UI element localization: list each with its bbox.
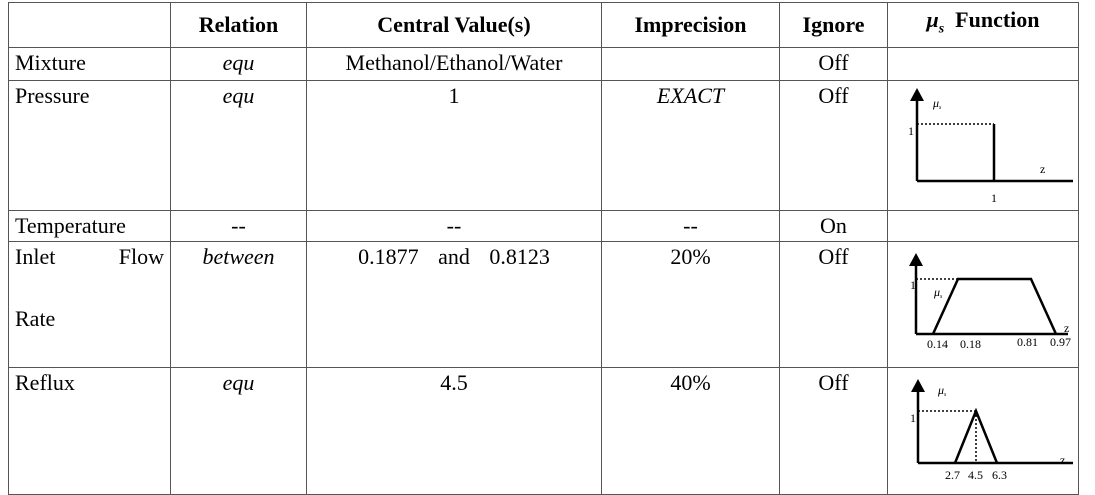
row: Inlet Flow Rate between 0.1877 and 0.8123… xyxy=(8,241,1079,368)
cell: Temperature xyxy=(8,210,171,242)
row: Mixture equ Methanol/Ethanol/Water Off xyxy=(8,47,1079,81)
header-cell: μs Function xyxy=(887,2,1079,48)
cell: equ xyxy=(170,47,307,81)
plot-label: μs xyxy=(932,96,942,111)
plot-label: μs xyxy=(933,285,943,300)
spec-table: Relation Central Value(s) Imprecision Ig… xyxy=(8,2,1079,495)
plot-label: 0.81 xyxy=(1017,335,1038,349)
plot-label: 1 xyxy=(910,411,916,425)
header-row: Relation Central Value(s) Imprecision Ig… xyxy=(8,2,1079,48)
plot-label: 1 xyxy=(910,278,916,292)
cell: Inlet Flow Rate xyxy=(8,241,171,368)
cell: Off xyxy=(779,241,888,368)
cell: 1 xyxy=(306,80,602,211)
plot-label: 4.5 xyxy=(968,468,983,482)
cell: Mixture xyxy=(8,47,171,81)
cell: -- xyxy=(601,210,780,242)
plot-label: 1 xyxy=(991,191,997,205)
cell: -- xyxy=(170,210,307,242)
cell: Reflux xyxy=(8,367,171,495)
plot-label: μ xyxy=(937,383,944,397)
membership-line xyxy=(953,407,999,464)
cell: 4.5 xyxy=(306,367,602,495)
plot-label: z xyxy=(1060,453,1065,467)
plot-label: 6.3 xyxy=(992,468,1007,482)
cell-line: Inlet Flow xyxy=(15,244,164,269)
mu-subscript: s xyxy=(938,21,945,37)
cell: Pressure xyxy=(8,80,171,211)
cell xyxy=(887,47,1079,81)
cell: 40% xyxy=(601,367,780,495)
header-cell: Imprecision xyxy=(601,2,780,48)
row: Pressure equ 1 EXACT Off μs 1 z 1 xyxy=(8,80,1079,211)
cell: 20% xyxy=(601,241,780,368)
plot-label: z xyxy=(1040,162,1045,176)
membership-line xyxy=(931,277,1058,335)
membership-plot: 1 μs z 0.14 0.18 0.81 0.97 xyxy=(909,253,1071,351)
plot-label: s xyxy=(944,392,947,398)
cell: between xyxy=(170,241,307,368)
cell: Methanol/Ethanol/Water xyxy=(306,47,602,81)
plot-label: μ xyxy=(932,96,939,110)
arrow xyxy=(911,379,925,392)
arrow xyxy=(909,253,923,266)
plot-label: 0.97 xyxy=(1050,335,1071,349)
mu-symbol: μ xyxy=(926,7,939,33)
cell: Off xyxy=(779,80,888,211)
cell: equ xyxy=(170,367,307,495)
plot-label: 0.18 xyxy=(960,337,981,351)
plot-label: s xyxy=(940,294,943,300)
header-cell xyxy=(8,2,171,48)
cell: equ xyxy=(170,80,307,211)
cell xyxy=(601,47,780,81)
cell: Off xyxy=(779,367,888,495)
plot-label: 2.7 xyxy=(945,468,960,482)
cell xyxy=(887,210,1079,242)
cell: μs 1 z 1 xyxy=(887,80,1079,211)
cell: EXACT xyxy=(601,80,780,211)
cell-line: Rate xyxy=(15,306,56,331)
row: Temperature -- -- -- On xyxy=(8,210,1079,242)
plot-label: z xyxy=(1064,321,1069,335)
function-label: Function xyxy=(955,7,1040,33)
plot-label: s xyxy=(939,105,942,111)
cell: Off xyxy=(779,47,888,81)
row: Reflux equ 4.5 40% Off μs 1 z 2.7 4.5 6.… xyxy=(8,367,1079,495)
header-cell: Central Value(s) xyxy=(306,2,602,48)
plot-label: 0.14 xyxy=(927,337,948,351)
plot-label: μs xyxy=(937,383,947,398)
plot-label: 1 xyxy=(908,124,914,138)
cell: -- xyxy=(306,210,602,242)
plot-label: μ xyxy=(933,285,940,299)
cell: μs 1 z 2.7 4.5 6.3 xyxy=(887,367,1079,495)
arrow xyxy=(910,88,924,101)
membership-plot: μs 1 z 2.7 4.5 6.3 xyxy=(910,379,1073,482)
cell: 1 μs z 0.14 0.18 0.81 0.97 xyxy=(887,241,1079,368)
membership-plot: μs 1 z 1 xyxy=(908,88,1073,205)
cell: On xyxy=(779,210,888,242)
header-cell: Relation xyxy=(170,2,307,48)
header-cell: Ignore xyxy=(779,2,888,48)
cell: 0.1877 and 0.8123 xyxy=(306,241,602,368)
